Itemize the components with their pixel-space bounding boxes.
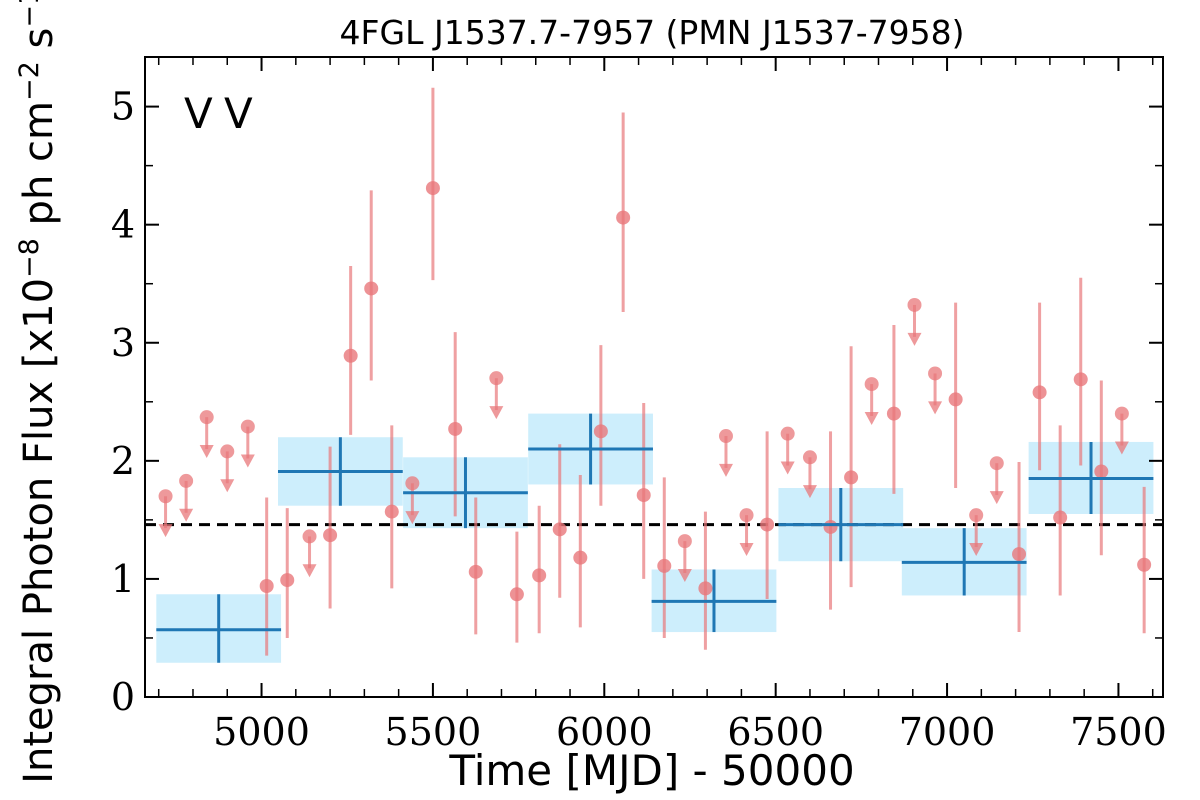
upper-limit-point [1114, 406, 1129, 421]
upper-limit-arrow [1114, 441, 1129, 455]
upper-limit-arrow [864, 411, 879, 425]
y-tick-label: 5 [111, 85, 135, 129]
upper-limit-point [739, 508, 754, 523]
upper-limit-point [802, 450, 817, 465]
upper-limit-point [928, 366, 943, 381]
upper-limit-arrow [989, 491, 1004, 505]
upper-limit-point [158, 489, 173, 504]
x-axis-label: Time [MJD] - 50000 [448, 746, 854, 795]
upper-limit-point [240, 419, 255, 434]
short-cadence-series [158, 87, 1152, 656]
short-cadence-point [259, 579, 274, 594]
legend: V V [184, 89, 253, 138]
short-cadence-point [698, 581, 713, 596]
upper-limit-point [677, 534, 692, 549]
short-cadence-point [657, 558, 672, 573]
short-cadence-point [823, 519, 838, 534]
upper-limit-point [405, 476, 420, 491]
short-cadence-point [323, 528, 338, 543]
short-cadence-point [509, 587, 524, 602]
short-cadence-point [844, 470, 859, 485]
axis-tick-labels: 5000 5500 6000 6500 7000 7500 0 1 2 3 4 5 [111, 85, 1167, 754]
short-cadence-point [448, 421, 463, 436]
short-cadence-point [573, 550, 588, 565]
y-tick-label: 4 [111, 203, 135, 247]
short-cadence-point [1094, 464, 1109, 479]
upper-limit-point [179, 473, 194, 488]
short-cadence-point [1012, 547, 1027, 562]
upper-limit-point [718, 429, 733, 444]
long-cadence-series [156, 413, 1154, 663]
upper-limit-arrow [405, 511, 420, 525]
short-cadence-point [343, 348, 358, 363]
short-cadence-point [1073, 372, 1088, 387]
x-tick-label: 5000 [213, 710, 310, 754]
upper-limit-point [302, 529, 317, 544]
y-axis-label: Integral Photon Flux [x10−8 ph cm−2 s−1] [14, 0, 62, 784]
short-cadence-point [760, 517, 775, 532]
upper-limit-arrow [158, 524, 173, 538]
short-cadence-point [636, 488, 651, 503]
upper-limit-arrow [240, 454, 255, 468]
upper-limit-arrow [489, 406, 504, 420]
short-cadence-point [552, 522, 567, 537]
upper-limit-arrow [199, 445, 214, 459]
axis-ticks [145, 57, 1163, 698]
upper-limit-arrow [220, 479, 235, 493]
short-cadence-point [468, 564, 483, 579]
short-cadence-point [384, 504, 399, 519]
upper-limit-arrow [302, 564, 317, 578]
upper-limit-arrow [718, 463, 733, 477]
upper-limit-point [220, 444, 235, 459]
y-tick-label: 3 [111, 321, 135, 365]
short-cadence-point [948, 392, 963, 407]
x-tick-label: 5500 [385, 710, 482, 754]
short-cadence-point [280, 573, 295, 588]
short-cadence-point [1053, 510, 1068, 525]
plot-frame [144, 56, 1164, 698]
upper-limit-arrow [677, 569, 692, 583]
upper-limit-arrow [179, 508, 194, 522]
upper-limit-arrow [780, 461, 795, 475]
upper-limit-point [199, 410, 214, 425]
upper-limit-point [969, 508, 984, 523]
short-cadence-point [616, 210, 631, 225]
chart-title: 4FGL J1537.7-7957 (PMN J1537-7958) [340, 13, 965, 52]
legend-label-long-cadence: V [184, 89, 213, 138]
y-tick-label: 0 [111, 675, 135, 719]
upper-limit-arrow [802, 485, 817, 499]
y-tick-label: 2 [111, 439, 135, 483]
upper-limit-arrow [907, 332, 922, 346]
short-cadence-point [886, 406, 901, 421]
upper-limit-arrow [969, 543, 984, 557]
short-cadence-point [1032, 385, 1047, 400]
x-tick-label: 6000 [556, 710, 653, 754]
upper-limit-point [864, 377, 879, 392]
short-cadence-point [532, 568, 547, 583]
y-tick-label: 1 [111, 557, 135, 601]
short-cadence-point [425, 181, 440, 196]
short-cadence-point [593, 424, 608, 439]
upper-limit-point [489, 371, 504, 386]
short-cadence-point [1137, 557, 1152, 572]
x-tick-label: 6500 [727, 710, 824, 754]
short-cadence-point [364, 281, 379, 296]
x-tick-label: 7000 [899, 710, 996, 754]
upper-limit-arrow [739, 543, 754, 557]
upper-limit-point [989, 456, 1004, 471]
x-tick-label: 7500 [1070, 710, 1167, 754]
upper-limit-point [780, 426, 795, 441]
legend-label-short-cadence: V [224, 89, 253, 138]
upper-limit-arrow [928, 401, 943, 415]
upper-limit-point [907, 297, 922, 312]
